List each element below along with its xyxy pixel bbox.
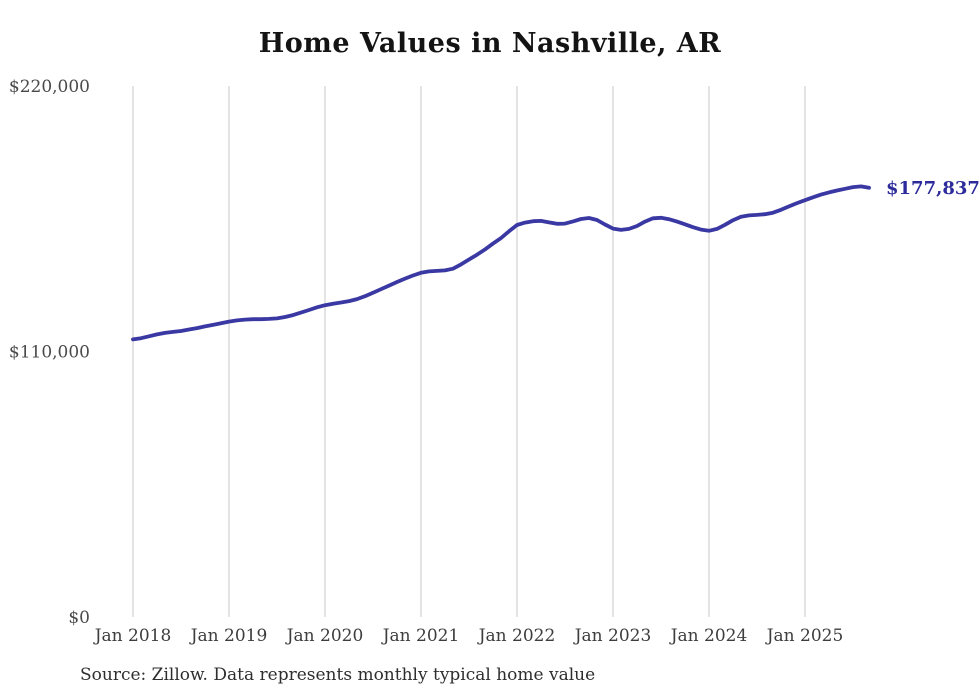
x-tick-label: Jan 2020 — [285, 626, 364, 646]
chart-title: Home Values in Nashville, AR — [258, 28, 722, 59]
x-tick-label: Jan 2025 — [765, 626, 844, 646]
source-note: Source: Zillow. Data represents monthly … — [80, 665, 596, 685]
x-tick-label: Jan 2022 — [477, 626, 556, 646]
x-tick-label: Jan 2023 — [573, 626, 652, 646]
x-tick-label: Jan 2018 — [93, 626, 172, 646]
value-line — [131, 184, 871, 342]
y-tick-label: $110,000 — [9, 343, 90, 363]
x-tick-label: Jan 2021 — [381, 626, 460, 646]
current-value-label: $177,837 — [886, 178, 980, 199]
x-tick-label: Jan 2024 — [669, 626, 748, 646]
x-tick-label: Jan 2019 — [189, 626, 268, 646]
y-tick-label: $220,000 — [9, 77, 90, 97]
line-chart: Jan 2018 Jan 2019 Jan 2020 Jan 2021 Jan 2022… — [9, 77, 980, 646]
y-tick-label: $0 — [68, 608, 90, 628]
